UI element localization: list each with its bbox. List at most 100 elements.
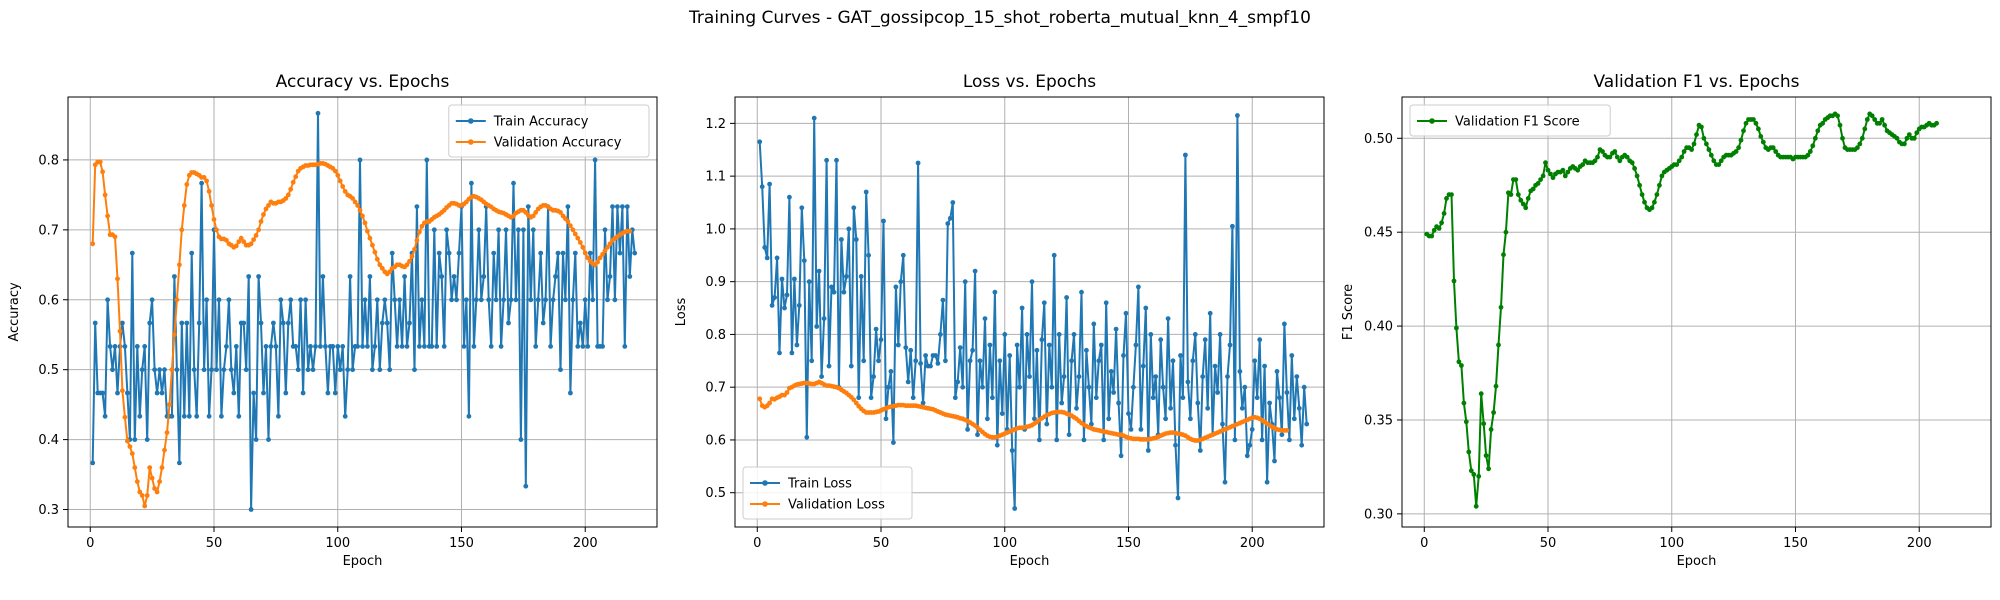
- data-point: [238, 235, 244, 241]
- data-point: [157, 479, 163, 484]
- data-point: [558, 210, 563, 215]
- data-point: [1301, 384, 1307, 390]
- data-point: [590, 297, 596, 303]
- data-point: [1454, 325, 1459, 331]
- data-point: [1632, 166, 1637, 171]
- data-point: [315, 110, 321, 116]
- data-point: [377, 262, 383, 268]
- data-point: [1175, 495, 1181, 501]
- data-point: [377, 367, 383, 373]
- data-point: [129, 451, 135, 456]
- data-point: [575, 235, 581, 241]
- data-point: [209, 203, 214, 208]
- data-point: [122, 344, 128, 349]
- data-point: [276, 413, 281, 419]
- data-point: [394, 344, 400, 349]
- data-point: [1491, 410, 1496, 415]
- data-point: [804, 434, 810, 440]
- x-tick-label: 150: [1783, 536, 1808, 551]
- data-point: [1436, 226, 1442, 231]
- data-point: [251, 237, 256, 243]
- data-point: [1691, 141, 1697, 147]
- data-point: [967, 358, 973, 364]
- data-point: [1612, 149, 1618, 154]
- data-point: [587, 250, 593, 256]
- data-point: [972, 268, 978, 274]
- data-point: [856, 395, 862, 401]
- data-point: [1027, 374, 1032, 379]
- data-point: [1634, 173, 1640, 179]
- data-point: [1180, 395, 1186, 401]
- data-point: [886, 384, 891, 390]
- data-point: [1894, 135, 1900, 141]
- data-point: [122, 414, 128, 420]
- x-tick-label: 0: [753, 536, 761, 551]
- data-point: [1131, 384, 1136, 390]
- x-tick-label: 50: [206, 536, 223, 551]
- data-point: [1629, 160, 1635, 166]
- data-point: [1902, 141, 1907, 147]
- data-point: [1699, 124, 1704, 130]
- data-point: [878, 337, 884, 343]
- data-point: [543, 297, 548, 303]
- data-point: [159, 390, 165, 396]
- data-point: [1835, 113, 1840, 119]
- data-point: [1770, 145, 1776, 151]
- data-point: [355, 344, 360, 349]
- data-point: [241, 239, 247, 245]
- data-point: [397, 297, 402, 303]
- data-point: [900, 252, 906, 258]
- data-point: [392, 297, 398, 303]
- x-tick-label: 150: [449, 536, 474, 551]
- data-point: [179, 320, 185, 326]
- data-point: [402, 274, 407, 279]
- data-point: [873, 326, 879, 332]
- data-point: [201, 175, 207, 180]
- data-point: [431, 227, 437, 233]
- data-point: [620, 204, 625, 210]
- data-point: [1498, 304, 1504, 310]
- data-point: [335, 344, 341, 349]
- data-point: [285, 320, 291, 326]
- data-point: [129, 250, 135, 256]
- legend-entry: Validation Loss: [788, 498, 885, 513]
- data-point: [570, 297, 576, 303]
- data-point: [417, 229, 422, 235]
- data-point: [1230, 223, 1235, 229]
- data-point: [950, 200, 956, 205]
- y-tick-label: 0.3: [38, 503, 59, 518]
- data-point: [342, 189, 348, 194]
- data-point: [1163, 416, 1168, 422]
- data-point: [943, 358, 948, 364]
- data-point: [444, 227, 449, 233]
- data-point: [278, 297, 284, 303]
- legend-swatch-marker: [468, 118, 474, 124]
- data-point: [1478, 391, 1484, 397]
- y-tick-label: 0.40: [1364, 320, 1393, 335]
- data-point: [1859, 135, 1865, 141]
- data-point: [908, 347, 914, 353]
- legend: Train Loss Validation Loss: [742, 466, 913, 520]
- data-point: [1259, 437, 1265, 443]
- data-point: [263, 344, 269, 349]
- data-point: [1449, 192, 1454, 198]
- legend-swatch-marker: [1429, 118, 1435, 124]
- data-point: [236, 413, 242, 419]
- data-point: [236, 239, 242, 245]
- data-point: [105, 213, 110, 219]
- data-point: [560, 250, 566, 256]
- y-tick-label: 0.8: [38, 153, 59, 168]
- data-point: [580, 244, 586, 250]
- data-point: [1165, 316, 1171, 321]
- data-point: [1113, 326, 1119, 332]
- data-point: [147, 465, 153, 470]
- data-point: [1741, 128, 1746, 134]
- data-point: [525, 204, 531, 210]
- data-point: [1012, 506, 1018, 511]
- data-point: [451, 274, 457, 279]
- data-point: [1170, 358, 1176, 364]
- data-point: [243, 367, 249, 373]
- legend-swatch-marker: [468, 139, 474, 145]
- data-point: [806, 279, 812, 285]
- data-point: [387, 269, 393, 275]
